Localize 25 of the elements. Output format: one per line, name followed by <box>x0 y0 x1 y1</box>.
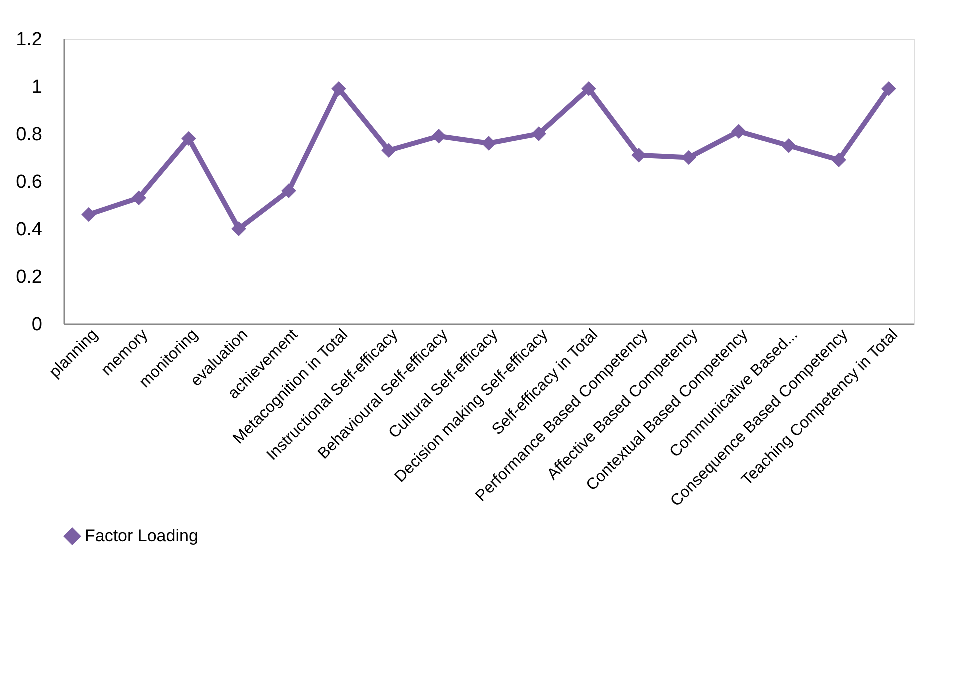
point <box>332 81 346 96</box>
point <box>882 81 896 96</box>
legend-label: Factor Loading <box>85 526 198 546</box>
point <box>782 138 796 154</box>
y-tick-label: 1 <box>32 77 42 98</box>
y-tick-label: 1.2 <box>16 30 42 50</box>
point <box>132 190 146 206</box>
point <box>382 143 396 158</box>
point <box>182 131 196 146</box>
y-tick-label: 0.6 <box>16 172 42 193</box>
point <box>632 148 646 163</box>
point <box>682 150 696 166</box>
point <box>532 126 546 142</box>
point <box>482 136 496 151</box>
y-tick-label: 0.2 <box>16 267 42 288</box>
point <box>582 81 596 96</box>
point <box>282 184 296 198</box>
y-tick-label: 0.4 <box>16 220 43 240</box>
y-tick-label: 0.8 <box>16 124 42 146</box>
point <box>82 207 96 222</box>
point <box>432 128 446 144</box>
point <box>832 152 846 168</box>
point <box>232 222 246 236</box>
point <box>732 124 746 140</box>
y-tick-label: 0 <box>32 314 42 336</box>
